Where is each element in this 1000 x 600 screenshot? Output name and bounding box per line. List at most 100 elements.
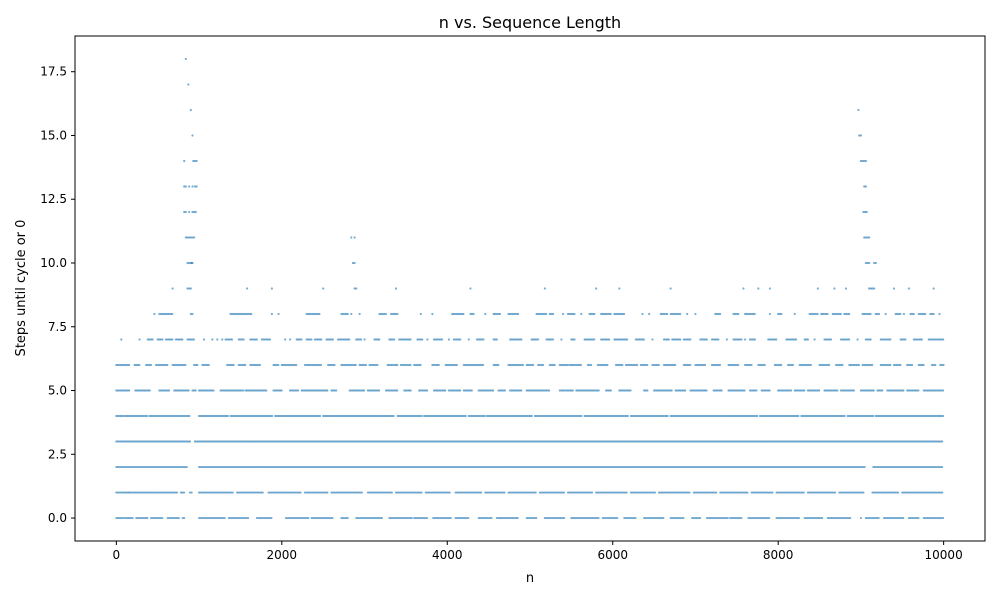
data-point: [531, 491, 534, 494]
data-point: [570, 312, 573, 316]
data-point: [793, 389, 796, 392]
data-point: [799, 491, 802, 494]
data-point: [493, 465, 497, 469]
data-point: [148, 414, 151, 418]
data-point: [889, 465, 893, 469]
data-point: [315, 491, 318, 494]
data-point: [202, 389, 205, 392]
data-point: [132, 491, 135, 494]
data-point: [711, 414, 714, 418]
data-point: [316, 312, 319, 316]
data-point: [621, 338, 624, 341]
data-point: [780, 465, 783, 469]
data-point: [568, 389, 571, 392]
data-point: [615, 491, 619, 494]
data-point: [498, 465, 501, 469]
data-point: [790, 338, 793, 341]
data-point: [177, 465, 180, 469]
data-point: [333, 389, 336, 392]
data-point: [624, 389, 627, 392]
data-point: [462, 389, 465, 392]
data-point: [732, 465, 735, 469]
data-point: [554, 465, 557, 469]
data-point: [877, 491, 880, 494]
data-point: [533, 516, 536, 520]
data-point: [926, 440, 929, 443]
data-point: [663, 414, 666, 418]
data-point: [538, 465, 541, 469]
data-point: [685, 440, 688, 443]
data-point: [134, 465, 137, 469]
data-point: [191, 389, 194, 392]
data-point: [435, 414, 439, 418]
data-point: [314, 389, 318, 392]
data-point: [236, 491, 239, 494]
data-point: [238, 440, 241, 443]
data-point: [500, 516, 503, 520]
data-point: [607, 465, 610, 469]
data-point: [700, 363, 703, 367]
data-point: [115, 465, 118, 469]
data-point: [389, 312, 393, 316]
data-point: [235, 312, 239, 316]
data-point: [501, 414, 505, 418]
data-point: [894, 465, 897, 469]
data-point: [238, 516, 242, 520]
data-point: [655, 516, 659, 520]
data-point: [578, 491, 581, 494]
data-point: [324, 389, 327, 392]
data-point: [588, 312, 591, 316]
data-point: [501, 440, 504, 443]
data-point: [167, 491, 171, 494]
data-point: [650, 465, 653, 469]
data-point: [176, 516, 179, 520]
data-point: [606, 491, 609, 494]
data-point: [652, 414, 655, 418]
data-point: [480, 338, 483, 341]
data-point: [580, 414, 583, 418]
data-point: [711, 465, 714, 469]
data-point: [932, 516, 935, 520]
data-point: [154, 491, 158, 494]
data-point: [365, 440, 368, 443]
data-point: [201, 465, 204, 469]
data-point: [792, 440, 795, 443]
data-point: [628, 465, 631, 469]
data-point: [321, 516, 324, 520]
data-point: [928, 440, 931, 443]
data-point: [786, 389, 789, 392]
data-point: [348, 465, 351, 469]
data-point: [781, 414, 784, 418]
data-point: [255, 414, 258, 418]
data-point: [165, 414, 169, 418]
data-point: [489, 414, 492, 418]
data-point: [930, 414, 933, 418]
data-point: [605, 414, 609, 418]
data-point: [909, 516, 912, 520]
data-point: [700, 465, 703, 469]
data-point: [471, 465, 474, 469]
data-point: [229, 465, 233, 469]
data-point: [887, 516, 890, 520]
data-point: [752, 516, 755, 520]
data-point: [851, 389, 854, 392]
data-point: [736, 414, 740, 418]
data-point: [741, 465, 745, 469]
data-point: [584, 491, 587, 494]
data-point: [614, 363, 618, 367]
data-point: [800, 389, 803, 392]
data-point: [169, 338, 172, 341]
data-point: [511, 414, 514, 418]
data-point: [166, 491, 169, 494]
data-point: [515, 312, 518, 316]
data-point: [589, 440, 592, 443]
data-point: [912, 440, 915, 443]
data-point: [735, 516, 738, 520]
data-point: [614, 491, 617, 494]
data-point: [688, 491, 691, 494]
data-point: [215, 465, 218, 469]
data-point: [857, 363, 861, 367]
data-point: [488, 516, 492, 520]
data-point: [694, 516, 697, 520]
data-point: [188, 491, 192, 494]
